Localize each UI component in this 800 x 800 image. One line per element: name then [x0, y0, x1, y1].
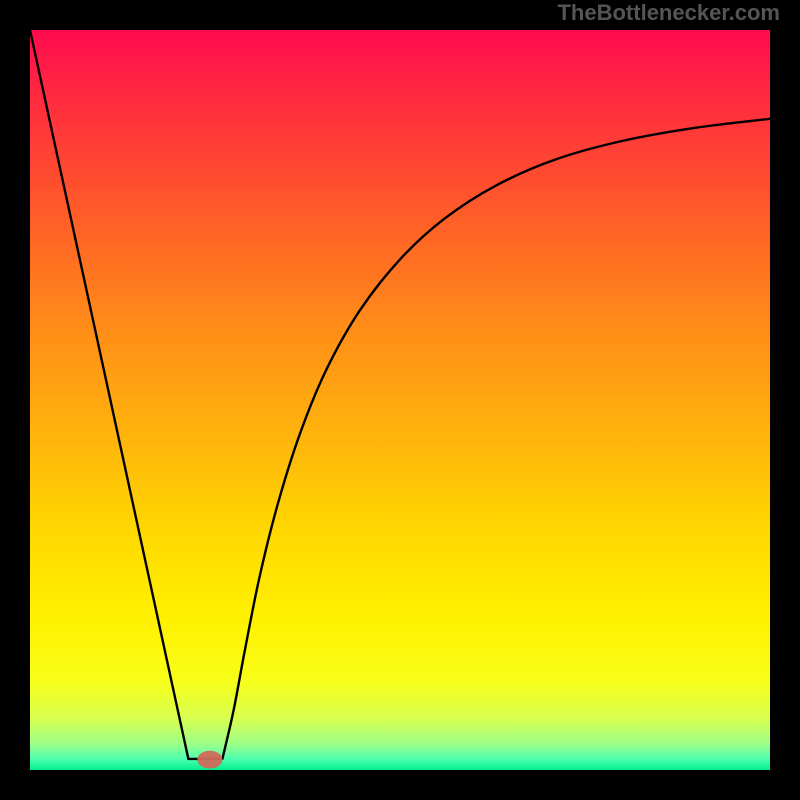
plot-background [30, 30, 770, 770]
minimum-marker [197, 751, 222, 769]
chart-stage: TheBottlenecker.com [0, 0, 800, 800]
bottleneck-chart [0, 0, 800, 800]
